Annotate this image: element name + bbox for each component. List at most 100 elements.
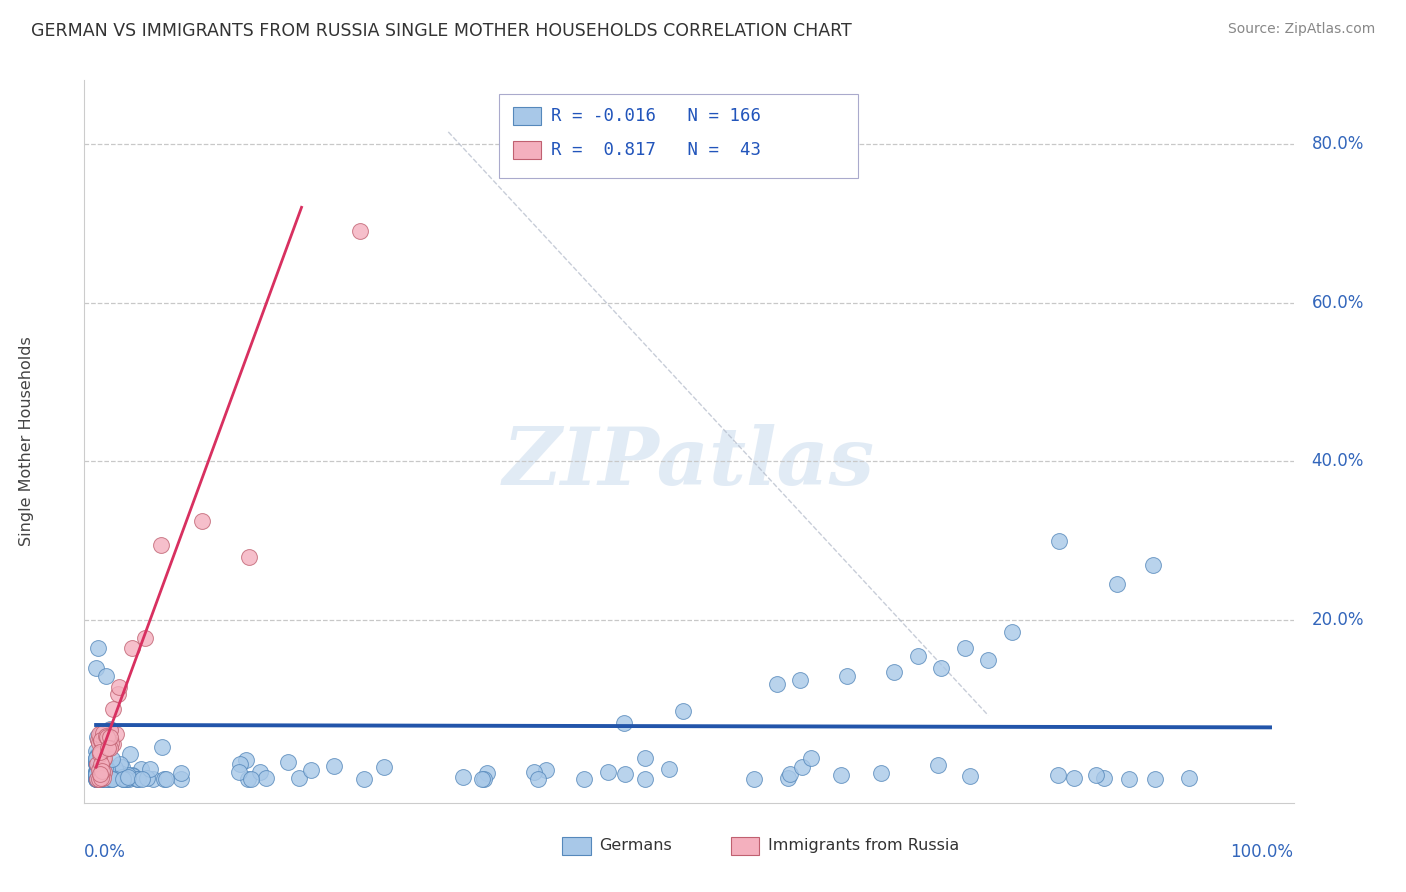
Point xyxy=(89,766,111,780)
Point xyxy=(766,676,789,690)
Point xyxy=(98,771,121,785)
Text: ZIPatlas: ZIPatlas xyxy=(503,425,875,502)
Point xyxy=(190,514,212,528)
Point xyxy=(149,538,172,552)
Point xyxy=(96,760,118,774)
Point xyxy=(373,760,395,774)
Text: R = -0.016   N = 166: R = -0.016 N = 166 xyxy=(551,107,761,125)
Point xyxy=(121,768,143,782)
Point xyxy=(97,740,120,755)
Point xyxy=(87,766,110,780)
Point xyxy=(89,766,111,780)
Point xyxy=(115,772,138,786)
Text: R =  0.817   N =  43: R = 0.817 N = 43 xyxy=(551,141,761,159)
Point xyxy=(110,766,132,780)
Point xyxy=(96,772,118,786)
Point xyxy=(634,750,657,764)
Text: Source: ZipAtlas.com: Source: ZipAtlas.com xyxy=(1227,22,1375,37)
Point xyxy=(91,726,114,740)
Point xyxy=(96,772,118,786)
Point xyxy=(94,768,117,782)
Point xyxy=(117,770,139,784)
Point xyxy=(98,741,121,756)
Point xyxy=(977,653,1000,667)
Point xyxy=(90,764,112,778)
Point xyxy=(170,772,193,786)
Point xyxy=(111,772,134,786)
Point xyxy=(89,762,111,776)
Point xyxy=(800,751,823,765)
Point xyxy=(94,729,117,743)
Point xyxy=(1178,772,1201,786)
Point xyxy=(89,768,111,782)
Point xyxy=(96,730,118,744)
Point xyxy=(111,760,134,774)
Point xyxy=(84,772,107,786)
Point xyxy=(93,765,115,780)
Point xyxy=(84,770,107,784)
Point xyxy=(89,736,111,750)
Point xyxy=(1118,772,1140,786)
Point xyxy=(97,772,120,786)
Point xyxy=(108,756,131,771)
Point xyxy=(87,727,110,741)
Point xyxy=(152,772,174,786)
Point xyxy=(170,766,193,780)
Point xyxy=(534,763,557,777)
Text: 40.0%: 40.0% xyxy=(1312,452,1364,470)
Point xyxy=(135,771,157,785)
Point xyxy=(87,763,110,777)
Point xyxy=(90,744,112,758)
Text: Germans: Germans xyxy=(599,838,672,853)
Point xyxy=(91,758,114,772)
Point xyxy=(87,772,110,786)
Point xyxy=(120,747,142,762)
Point xyxy=(91,772,114,786)
Point xyxy=(238,772,260,786)
Point xyxy=(93,733,115,747)
Point xyxy=(104,761,127,775)
Point xyxy=(96,762,118,776)
Point xyxy=(613,716,636,731)
Point xyxy=(84,764,107,779)
Point xyxy=(84,768,107,782)
Point xyxy=(353,772,375,786)
Point xyxy=(90,772,112,786)
Point xyxy=(87,769,110,783)
Point xyxy=(87,754,110,768)
Point xyxy=(86,767,108,781)
Point xyxy=(90,771,112,785)
Point xyxy=(792,760,814,774)
Point xyxy=(111,772,134,786)
Point xyxy=(105,727,128,741)
Point xyxy=(349,224,371,238)
Point xyxy=(776,771,799,785)
Point xyxy=(86,732,108,747)
Point xyxy=(89,772,111,786)
Text: Immigrants from Russia: Immigrants from Russia xyxy=(768,838,959,853)
Point xyxy=(837,669,859,683)
Point xyxy=(322,759,344,773)
Point xyxy=(97,731,120,746)
Point xyxy=(931,661,953,675)
Point xyxy=(239,772,262,786)
Point xyxy=(125,772,148,786)
Point xyxy=(288,772,311,786)
Point xyxy=(84,772,107,786)
Point xyxy=(91,753,114,767)
Point xyxy=(86,748,108,763)
Point xyxy=(84,767,107,781)
Point xyxy=(84,661,107,675)
Point xyxy=(84,767,107,781)
Point xyxy=(131,772,153,786)
Point xyxy=(94,760,117,774)
Point xyxy=(101,701,124,715)
Point xyxy=(107,680,129,694)
Text: Single Mother Households: Single Mother Households xyxy=(18,336,34,547)
Point xyxy=(121,640,143,655)
Point xyxy=(86,748,108,763)
Point xyxy=(1046,768,1069,782)
Point xyxy=(299,763,322,777)
Point xyxy=(96,758,118,772)
Point xyxy=(451,770,474,784)
